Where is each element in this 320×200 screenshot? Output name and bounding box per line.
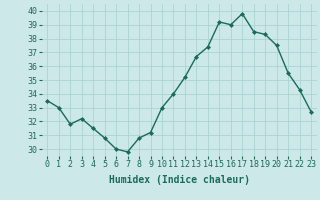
- X-axis label: Humidex (Indice chaleur): Humidex (Indice chaleur): [109, 175, 250, 185]
